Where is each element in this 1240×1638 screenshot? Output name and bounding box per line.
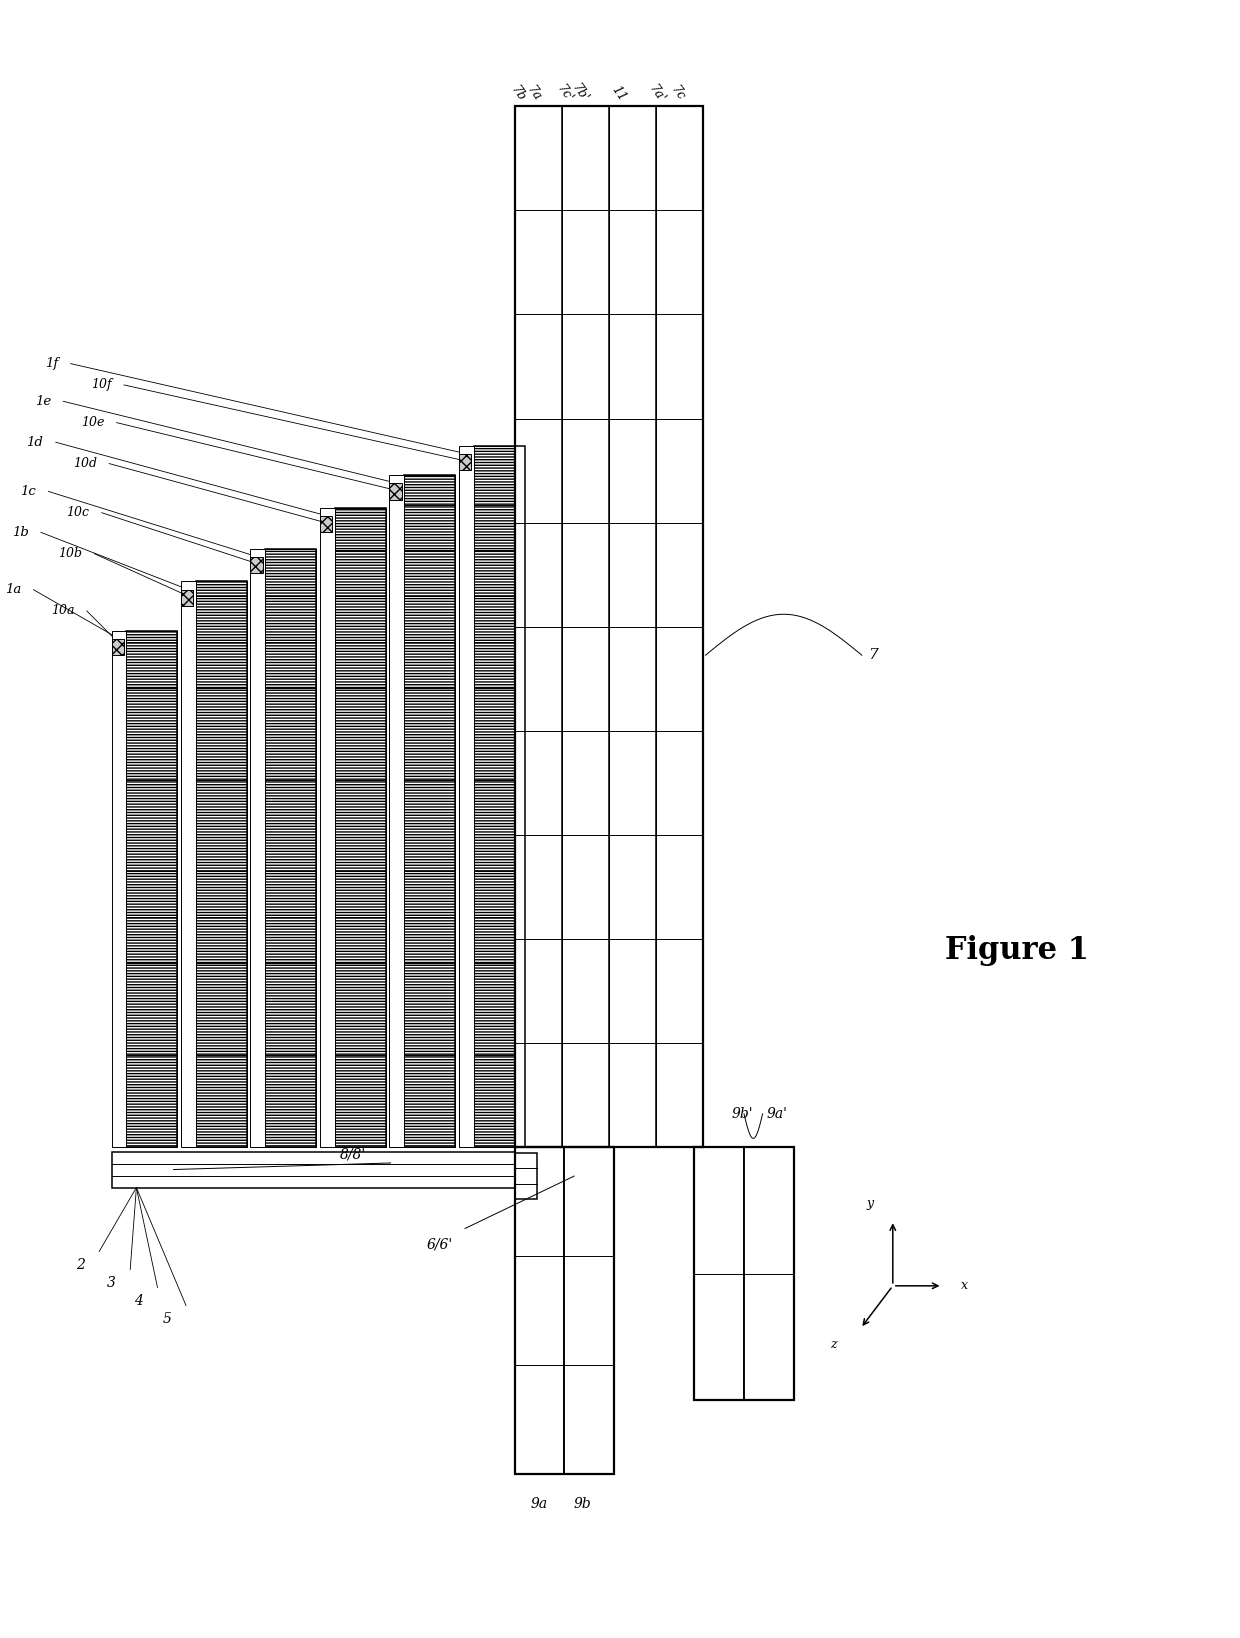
Bar	[250, 557, 263, 573]
Bar	[404, 475, 455, 1147]
Bar	[389, 483, 402, 500]
Bar	[112, 639, 124, 655]
Text: 10a: 10a	[51, 604, 74, 618]
Bar	[335, 508, 386, 1147]
Bar	[515, 1147, 564, 1474]
Bar	[564, 1147, 614, 1474]
Text: 4: 4	[134, 1294, 144, 1307]
Text: z: z	[830, 1338, 837, 1351]
Bar	[196, 581, 247, 1147]
Text: 7b': 7b'	[569, 82, 591, 105]
Bar	[562, 106, 609, 1147]
Text: 1c: 1c	[20, 485, 36, 498]
Text: 8/8': 8/8'	[340, 1148, 367, 1161]
Text: 1d: 1d	[26, 436, 43, 449]
Bar	[515, 106, 562, 1147]
Bar	[515, 106, 703, 1147]
Bar	[250, 549, 265, 1147]
Text: 11: 11	[609, 84, 629, 103]
Text: 1b: 1b	[11, 526, 29, 539]
Bar	[474, 446, 525, 1147]
Bar	[694, 1147, 744, 1400]
Bar	[459, 446, 474, 1147]
Text: 9a: 9a	[531, 1497, 548, 1510]
Text: x: x	[961, 1279, 968, 1292]
Text: 7: 7	[868, 649, 878, 662]
Text: y: y	[867, 1197, 874, 1210]
Bar	[656, 106, 703, 1147]
Text: 9a': 9a'	[766, 1107, 787, 1120]
Text: 10f: 10f	[91, 378, 112, 391]
Bar	[389, 475, 404, 1147]
Bar	[126, 631, 177, 1147]
Text: 7c': 7c'	[554, 82, 575, 105]
Bar	[181, 590, 193, 606]
Text: 9b': 9b'	[732, 1107, 753, 1120]
Bar	[196, 581, 247, 1147]
Text: 1e: 1e	[35, 395, 51, 408]
Bar	[609, 106, 656, 1147]
Bar	[474, 446, 525, 1147]
Bar	[404, 475, 455, 1147]
Text: 2: 2	[76, 1258, 86, 1271]
Text: 10b: 10b	[58, 547, 82, 560]
Text: 5: 5	[162, 1312, 172, 1325]
Text: Figure 1: Figure 1	[945, 935, 1089, 965]
Bar	[459, 454, 471, 470]
Bar	[320, 508, 335, 1147]
Bar	[320, 516, 332, 532]
Text: 10c: 10c	[66, 506, 89, 519]
Text: 6/6': 6/6'	[427, 1238, 454, 1251]
Text: 10e: 10e	[81, 416, 104, 429]
Bar	[744, 1147, 794, 1400]
Text: 1f: 1f	[45, 357, 58, 370]
Bar	[112, 631, 126, 1147]
Bar	[126, 631, 177, 1147]
Text: 9b: 9b	[574, 1497, 591, 1510]
Text: 7a': 7a'	[646, 82, 667, 105]
Text: 7c: 7c	[668, 84, 688, 103]
Bar	[265, 549, 316, 1147]
Text: 10d: 10d	[73, 457, 97, 470]
Bar	[112, 1152, 537, 1188]
Text: 1a: 1a	[5, 583, 21, 596]
Bar	[694, 1147, 794, 1400]
Bar	[265, 549, 316, 1147]
Bar	[335, 508, 386, 1147]
Bar	[515, 1147, 614, 1474]
Text: 7b: 7b	[508, 84, 528, 103]
Text: 7a: 7a	[525, 84, 544, 103]
Bar	[515, 1153, 537, 1199]
Text: 3: 3	[107, 1276, 117, 1289]
Bar	[181, 581, 196, 1147]
